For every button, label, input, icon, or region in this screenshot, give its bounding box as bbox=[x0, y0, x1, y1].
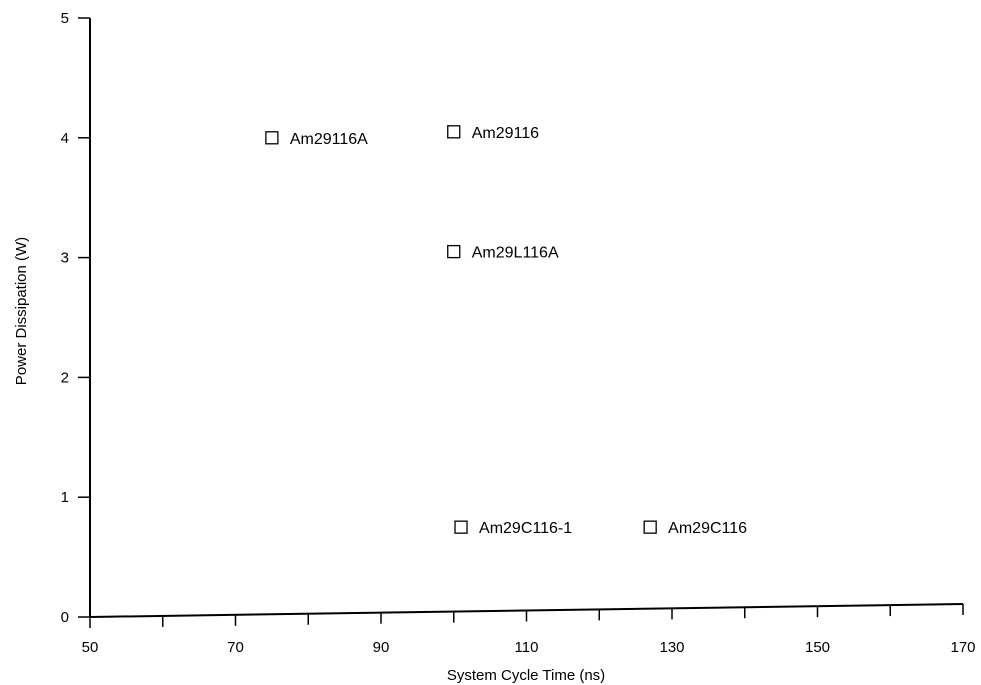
x-axis-line bbox=[89, 603, 964, 618]
x-tick-label: 170 bbox=[950, 639, 975, 656]
x-axis-title: System Cycle Time (ns) bbox=[447, 667, 605, 684]
y-tick-label: 1 bbox=[61, 489, 69, 506]
data-points: Am29116A Am29116 Am29L116A Am29C116-1 Am29C1… bbox=[265, 125, 747, 537]
x-tick-label: 90 bbox=[373, 639, 390, 656]
data-point-label: Am29116A bbox=[290, 131, 368, 148]
data-point-label: Am29116 bbox=[472, 125, 539, 142]
data-point-marker bbox=[447, 244, 461, 259]
y-axis-ticks: 0 1 2 3 4 5 bbox=[61, 10, 90, 626]
x-tick-label: 70 bbox=[227, 639, 244, 656]
y-axis-title: Power Dissipation (W) bbox=[13, 237, 30, 385]
x-axis-ticks: 50 70 90 110 130 150 170 bbox=[82, 604, 976, 656]
y-tick-label: 3 bbox=[61, 250, 69, 267]
y-tick-label: 4 bbox=[61, 130, 69, 147]
x-tick-label: 50 bbox=[82, 639, 99, 656]
data-point-marker bbox=[643, 520, 657, 534]
data-point-label: Am29C116 bbox=[668, 520, 747, 537]
data-point-marker bbox=[454, 520, 468, 534]
y-tick-label: 0 bbox=[61, 609, 69, 626]
y-tick-label: 2 bbox=[61, 369, 69, 386]
x-tick-label: 110 bbox=[515, 639, 539, 656]
data-point-marker bbox=[447, 125, 461, 139]
data-point-marker bbox=[265, 131, 279, 145]
data-point-label: Am29C116-1 bbox=[479, 520, 572, 537]
y-tick-label: 5 bbox=[61, 10, 69, 27]
x-tick-label: 150 bbox=[805, 639, 830, 656]
data-point-label: Am29L116A bbox=[472, 245, 559, 262]
x-tick-label: 130 bbox=[659, 639, 684, 656]
